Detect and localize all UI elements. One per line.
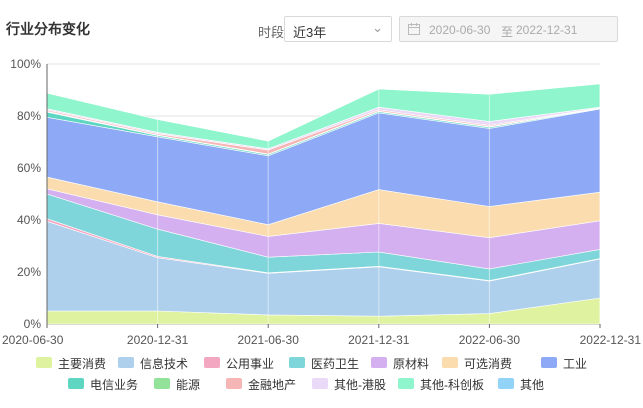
chevron-down-icon: ⌄ [372, 20, 383, 35]
y-tick-label: 100% [10, 57, 41, 71]
y-tick-label: 60% [17, 161, 41, 175]
y-tick-label: 20% [17, 265, 41, 279]
x-tick-label: 2022-12-31 [580, 333, 642, 347]
legend-label: 其他-港股 [334, 378, 386, 392]
y-tick-label: 80% [17, 109, 41, 123]
legend-swatch [289, 357, 305, 368]
stacked-area-chart: 0% 20% 40% 60% 80% 100% 2020-06-30 2020-12-31 20… [2, 57, 642, 347]
x-tick-label: 2020-12-31 [127, 333, 189, 347]
legend-swatch [371, 357, 387, 368]
date-end: 2022-12-31 [516, 23, 578, 37]
legend-label: 主要消费 [58, 357, 107, 371]
chart-title: 行业分布变化 [6, 21, 90, 37]
period-select[interactable]: 近3年 ⌄ [284, 16, 392, 42]
y-tick-label: 0% [24, 317, 42, 331]
x-tick-label: 2021-12-31 [348, 333, 410, 347]
legend-label: 能源 [176, 378, 201, 392]
x-tick-label: 2020-06-30 [2, 333, 64, 347]
legend-swatch [204, 357, 220, 368]
legend-label: 公用事业 [226, 357, 275, 371]
legend-swatch [118, 357, 134, 368]
period-label: 时段 [258, 25, 285, 40]
x-tick-label: 2021-06-30 [238, 333, 300, 347]
legend-label: 电信业务 [90, 378, 139, 392]
legend-swatch [498, 378, 514, 389]
legend-swatch [398, 378, 414, 389]
date-range-picker[interactable]: 2020-06-30 至 2022-12-31 [399, 16, 618, 42]
legend-swatch [36, 357, 52, 368]
legend-label: 信息技术 [140, 357, 189, 371]
legend-swatch [312, 378, 328, 389]
legend-label: 原材料 [393, 357, 430, 371]
legend-label: 医药卫生 [311, 357, 360, 371]
x-tick-label: 2022-06-30 [459, 333, 521, 347]
date-start: 2020-06-30 [429, 23, 491, 37]
legend-swatch [68, 378, 84, 389]
legend-label: 其他 [520, 378, 545, 392]
legend-swatch [442, 357, 458, 368]
date-separator: 至 [501, 25, 514, 39]
y-tick-label: 40% [17, 213, 41, 227]
legend-swatch [154, 378, 170, 389]
legend-label: 金融地产 [248, 378, 297, 392]
legend-swatch [226, 378, 242, 389]
legend-label: 可选消费 [464, 357, 513, 371]
legend-swatch [541, 357, 557, 368]
period-select-value: 近3年 [293, 25, 327, 40]
calendar-icon [408, 23, 420, 35]
legend-label: 工业 [563, 357, 588, 371]
legend-label: 其他-科创板 [420, 378, 484, 392]
